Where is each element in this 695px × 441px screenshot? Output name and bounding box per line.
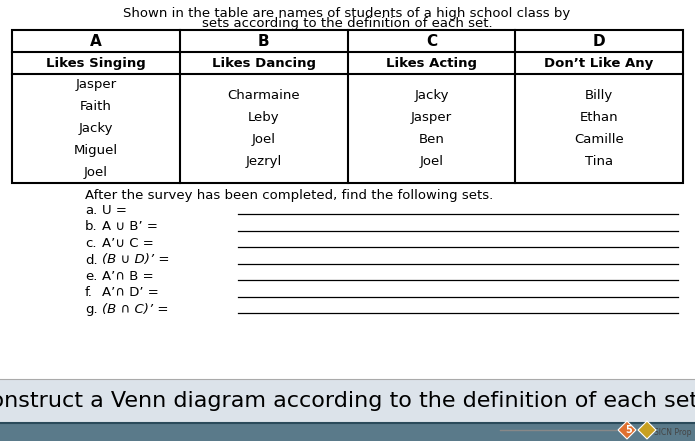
Bar (0, 379, 695, 423)
Text: After the survey has been completed, find the following sets.: After the survey has been completed, fin… (85, 189, 493, 202)
Text: Jacky: Jacky (414, 89, 449, 102)
Text: Don’t Like Any: Don’t Like Any (544, 56, 654, 70)
Text: Jasper: Jasper (411, 111, 452, 124)
Text: Ben: Ben (418, 133, 444, 146)
Text: A’∪ C =: A’∪ C = (102, 237, 154, 250)
Text: A’∩ B =: A’∩ B = (102, 270, 154, 283)
Text: Faith: Faith (80, 100, 112, 113)
Text: Jacky: Jacky (79, 122, 113, 135)
Text: a.: a. (85, 204, 97, 217)
Text: e.: e. (85, 270, 97, 283)
Text: Likes Acting: Likes Acting (386, 56, 477, 70)
Polygon shape (618, 421, 636, 439)
Text: A ∪ B’ =: A ∪ B’ = (102, 220, 158, 233)
Text: Construct a Venn diagram according to the definition of each set.: Construct a Venn diagram according to th… (0, 391, 695, 411)
Text: Joel: Joel (84, 166, 108, 179)
Text: Shown in the table are names of students of a high school class by: Shown in the table are names of students… (124, 7, 571, 20)
Text: Billy: Billy (585, 89, 613, 102)
Text: sets according to the definition of each set.: sets according to the definition of each… (202, 17, 492, 30)
Text: Leby: Leby (248, 111, 279, 124)
Text: (B ∪ D)’ =: (B ∪ D)’ = (102, 254, 170, 266)
Bar (0, 423, 695, 441)
Text: C: C (426, 34, 437, 49)
Text: B: B (258, 34, 270, 49)
Bar (0, 0, 695, 379)
Text: SICN Prop: SICN Prop (655, 428, 692, 437)
Text: Jezryl: Jezryl (245, 155, 281, 168)
Text: Miguel: Miguel (74, 144, 118, 157)
Text: Likes Singing: Likes Singing (46, 56, 146, 70)
Text: Ethan: Ethan (580, 111, 619, 124)
Text: d.: d. (85, 254, 97, 266)
Text: A’∩ D’ =: A’∩ D’ = (102, 287, 158, 299)
Text: Jasper: Jasper (75, 78, 117, 91)
Bar (12, 30, 683, 183)
Text: U =: U = (102, 204, 127, 217)
Text: b.: b. (85, 220, 97, 233)
Text: Joel: Joel (252, 133, 276, 146)
Text: f.: f. (85, 287, 93, 299)
Text: 5: 5 (626, 425, 632, 435)
Text: A: A (90, 34, 101, 49)
Text: Tina: Tina (585, 155, 613, 168)
Text: Joel: Joel (419, 155, 443, 168)
Text: D: D (593, 34, 605, 49)
Text: Charmaine: Charmaine (227, 89, 300, 102)
Polygon shape (638, 421, 656, 439)
Text: Camille: Camille (574, 133, 624, 146)
Text: Likes Dancing: Likes Dancing (211, 56, 316, 70)
Text: c.: c. (85, 237, 97, 250)
Text: (B ∩ C)’ =: (B ∩ C)’ = (102, 303, 168, 316)
Text: g.: g. (85, 303, 97, 316)
